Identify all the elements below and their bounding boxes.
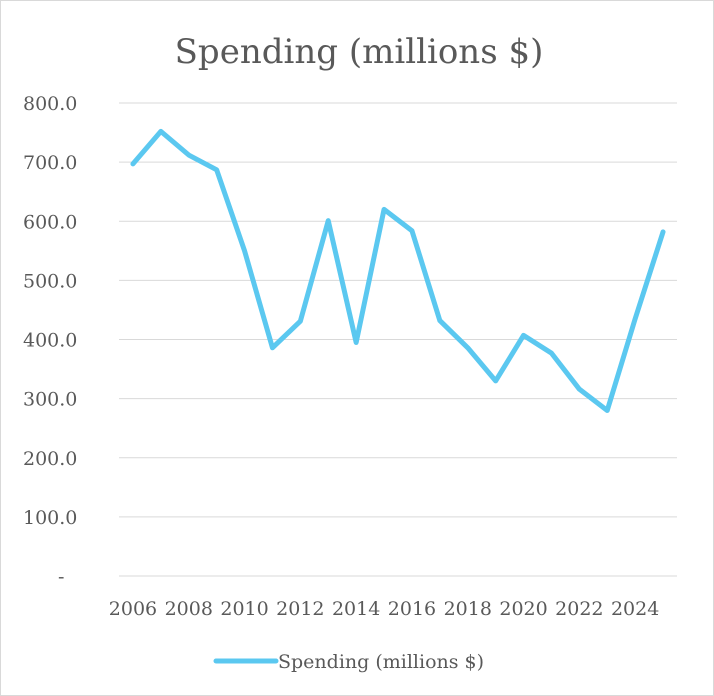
x-tick-label: 2024 — [611, 598, 659, 620]
x-tick-label: 2008 — [165, 598, 213, 620]
y-tick-label: 400.0 — [23, 330, 77, 352]
chart-title: Spending (millions $) — [175, 32, 544, 72]
legend-label: Spending (millions $) — [278, 651, 484, 673]
y-tick-label: 200.0 — [23, 448, 77, 470]
y-tick-label: 100.0 — [23, 507, 77, 529]
x-tick-label: 2022 — [555, 598, 603, 620]
x-axis-tick-labels: 2006 2008 2010 2012 2014 2016 2018 2020 2022 2024 — [109, 598, 660, 620]
legend: Spending (millions $) — [213, 651, 484, 673]
x-tick-label: 2010 — [220, 598, 268, 620]
y-tick-label: 500.0 — [23, 270, 77, 292]
series-group — [130, 128, 666, 413]
x-tick-label: 2018 — [444, 598, 492, 620]
y-tick-label: 800.0 — [23, 93, 77, 115]
x-tick-label: 2006 — [109, 598, 157, 620]
y-tick-label: 600.0 — [23, 211, 77, 233]
y-tick-label: - — [58, 566, 64, 588]
gridlines — [119, 102, 677, 577]
x-tick-label: 2012 — [276, 598, 324, 620]
y-tick-label: 700.0 — [23, 152, 77, 174]
y-axis-tick-labels: - 100.0 200.0 300.0 400.0 500.0 600.0 700.0 800.… — [23, 93, 77, 588]
x-tick-label: 2020 — [499, 598, 547, 620]
y-tick-label: 300.0 — [23, 389, 77, 411]
x-tick-label: 2016 — [388, 598, 436, 620]
x-tick-label: 2014 — [332, 598, 380, 620]
series-line — [130, 128, 666, 413]
